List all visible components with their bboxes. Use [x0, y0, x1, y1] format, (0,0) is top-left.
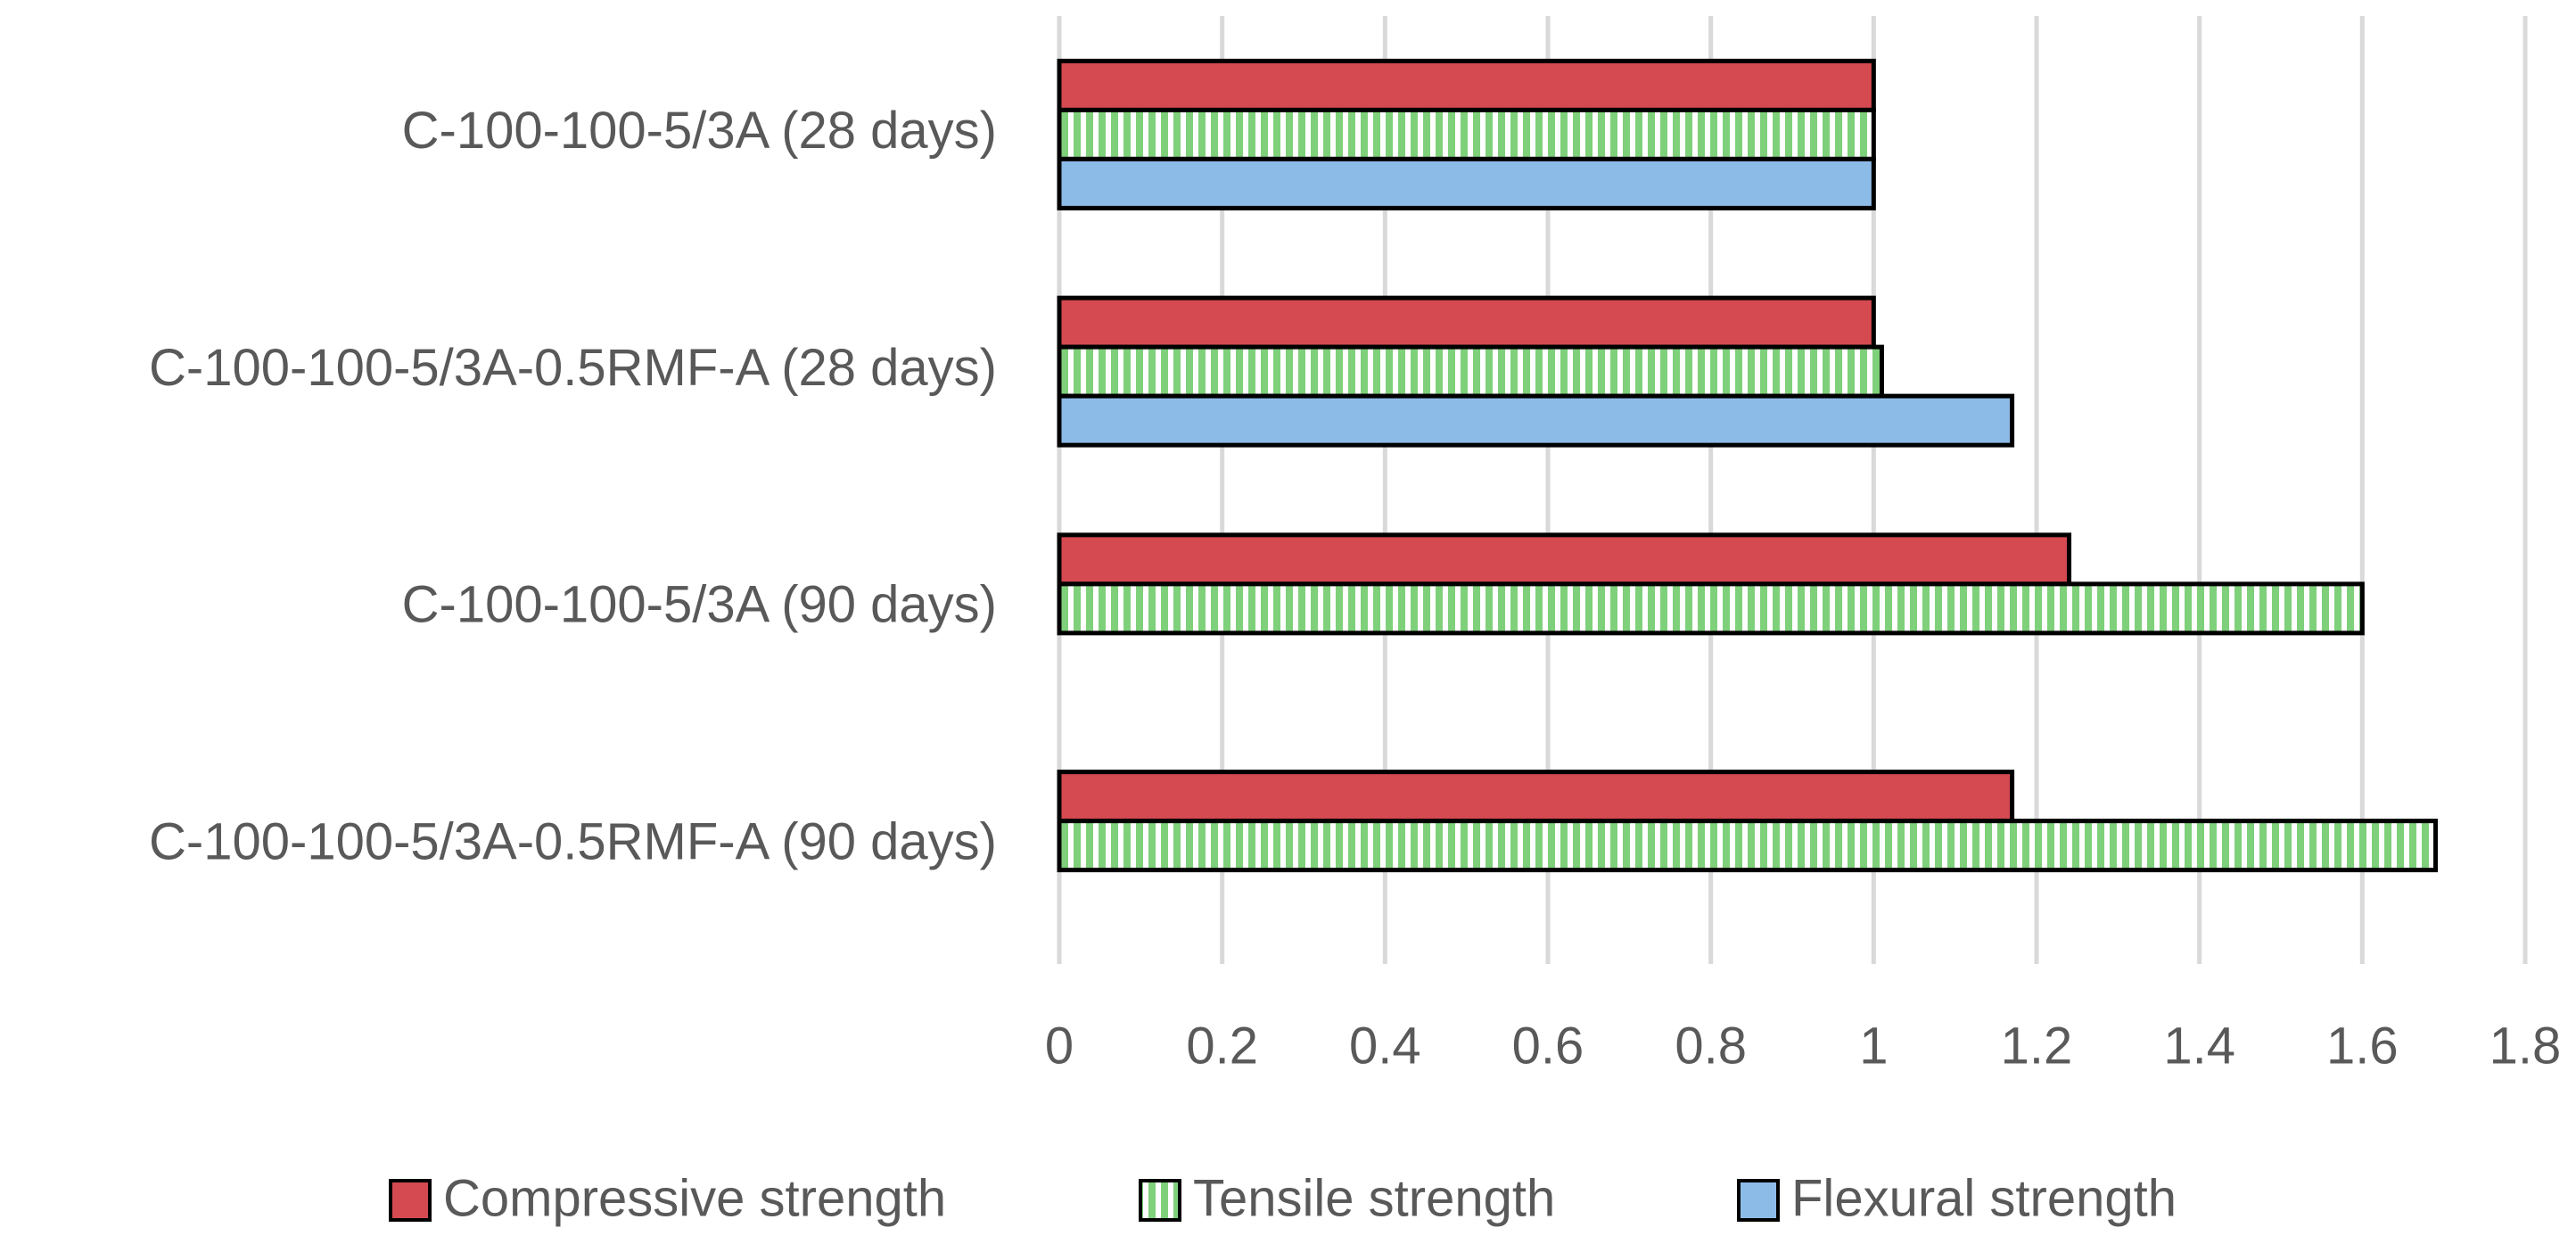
legend-swatch: [389, 1179, 432, 1222]
y-tick-label: C-100-100-5/3A (28 days): [402, 102, 997, 160]
bar: [1057, 156, 1876, 210]
legend-swatch: [1737, 1179, 1780, 1222]
x-tick-label: 1.2: [2001, 1017, 2073, 1075]
legend-label: Tensile strength: [1193, 1169, 1555, 1227]
x-tick-label: 0.4: [1349, 1017, 1421, 1075]
bar: [1057, 393, 2015, 448]
legend-swatch: [1139, 1179, 1181, 1222]
x-tick-label: 0.6: [1512, 1017, 1584, 1075]
legend-label: Compressive strength: [443, 1169, 946, 1227]
bar: [1057, 819, 2439, 873]
bar: [1057, 58, 1876, 112]
x-tick-label: 1.6: [2326, 1017, 2399, 1075]
bar: [1057, 107, 1876, 161]
x-tick-label: 1.4: [2163, 1017, 2235, 1075]
bar: [1057, 532, 2072, 587]
bar: [1057, 344, 1884, 399]
x-tick-label: 1.8: [2490, 1017, 2562, 1075]
x-tick-label: 0.8: [1675, 1017, 1747, 1075]
y-tick-label: C-100-100-5/3A-0.5RMF-A (90 days): [149, 812, 997, 870]
y-tick-label: C-100-100-5/3A (90 days): [402, 576, 997, 634]
x-tick-label: 0.2: [1186, 1017, 1258, 1075]
y-tick-label: C-100-100-5/3A-0.5RMF-A (28 days): [149, 339, 997, 397]
x-tick-label: 1: [1859, 1017, 1888, 1075]
legend-label: Flexural strength: [1791, 1169, 2177, 1227]
x-tick-label: 0: [1045, 1017, 1074, 1075]
bar: [1057, 770, 2015, 824]
bar: [1057, 295, 1876, 350]
bar: [1057, 581, 2365, 636]
